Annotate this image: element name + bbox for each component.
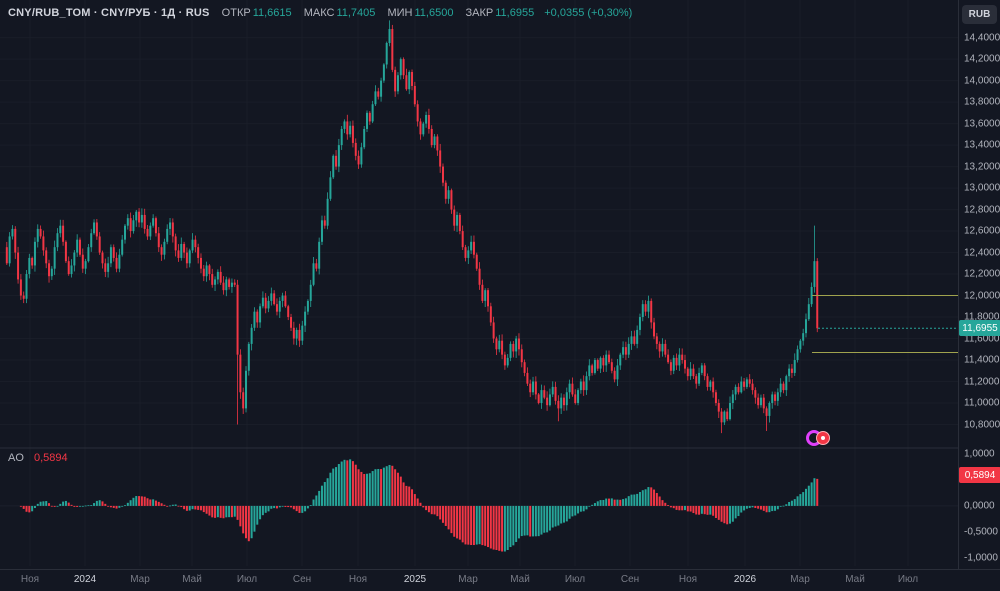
price-tick: 14,0000 <box>964 75 1000 87</box>
event-marker-center <box>821 436 825 440</box>
time-label-month: Ноя <box>20 574 40 585</box>
currency-button[interactable]: RUB <box>962 5 997 24</box>
price-tick: 13,6000 <box>964 118 1000 130</box>
time-label-month: Май <box>845 574 865 585</box>
last-price-badge: 11,6955 <box>959 320 1000 337</box>
price-tick: 12,0000 <box>964 290 1000 302</box>
time-label-month: Мар <box>130 574 150 585</box>
price-tick: 13,8000 <box>964 96 1000 108</box>
time-label-month: Мар <box>790 574 810 585</box>
time-label-year: 2026 <box>733 574 757 585</box>
symbol-title[interactable]: CNY/RUB_TOM · CNY/РУБ · 1Д · RUS <box>8 7 210 19</box>
time-label-month: Июл <box>897 574 919 585</box>
ao-indicator-legend[interactable]: AO 0,5894 <box>8 452 68 464</box>
ao-tick: 0,0000 <box>964 500 995 512</box>
ao-indicator-label: AO <box>8 452 24 464</box>
time-label-month: Июл <box>236 574 258 585</box>
symbol-legend: CNY/RUB_TOM · CNY/РУБ · 1Д · RUS ОТКР 11,… <box>8 7 632 19</box>
price-tick: 11,4000 <box>964 354 1000 366</box>
price-tick: 11,6000 <box>964 333 1000 345</box>
candlestick-series <box>5 20 819 434</box>
price-tick: 11,2000 <box>964 376 1000 388</box>
price-tick: 11,8000 <box>964 311 1000 323</box>
time-label-year: 2025 <box>403 574 427 585</box>
ohlc-high: МАКС 11,7405 <box>303 7 376 19</box>
chart-canvas[interactable] <box>0 0 958 569</box>
time-label-month: Ноя <box>348 574 368 585</box>
chart-plot-area[interactable]: CNY/RUB_TOM · CNY/РУБ · 1Д · RUS ОТКР 11,… <box>0 0 958 569</box>
ohlc-low: МИН 11,6500 <box>387 7 454 19</box>
price-tick: 12,6000 <box>964 225 1000 237</box>
time-label-month: Мар <box>458 574 478 585</box>
price-tick: 13,0000 <box>964 182 1000 194</box>
event-marker[interactable] <box>806 430 830 446</box>
price-tick: 14,2000 <box>964 53 1000 65</box>
time-label-month: Ноя <box>678 574 698 585</box>
price-axis[interactable]: RUB 11,6955 0,5894 14,4000 14,2000 14,0000… <box>958 0 1000 569</box>
ao-tick: -0,5000 <box>964 526 998 538</box>
time-label-month: Сен <box>620 574 640 585</box>
ao-tick: 1,0000 <box>964 448 995 460</box>
price-tick: 13,2000 <box>964 161 1000 173</box>
change-value: +0,0355 (+0,30%) <box>544 7 633 19</box>
ohlc-open: ОТКР 11,6615 <box>221 7 292 19</box>
time-label-month: Май <box>510 574 530 585</box>
time-label-month: Май <box>182 574 202 585</box>
time-label-year: 2024 <box>73 574 97 585</box>
time-axis[interactable]: Ноя 2024 Мар Май Июл Сен Ноя 2025 Мар Май Июл Сен Но… <box>0 569 1000 591</box>
grid-lines <box>0 447 958 449</box>
time-label-month: Сен <box>292 574 312 585</box>
price-tick: 10,8000 <box>964 419 1000 430</box>
ao-indicator-value: 0,5894 <box>33 452 68 464</box>
price-tick: 14,4000 <box>964 32 1000 44</box>
price-lines[interactable] <box>812 295 958 354</box>
ao-tick: -1,0000 <box>964 552 998 564</box>
ao-value-badge: 0,5894 <box>959 467 1000 484</box>
time-label-month: Июл <box>564 574 586 585</box>
ao-histogram <box>19 459 819 552</box>
price-tick: 12,8000 <box>964 204 1000 216</box>
ohlc-close: ЗАКР 11,6955 <box>465 7 535 19</box>
price-tick: 12,2000 <box>964 268 1000 280</box>
price-tick: 13,4000 <box>964 139 1000 151</box>
price-tick: 12,4000 <box>964 247 1000 259</box>
price-tick: 11,0000 <box>964 397 1000 409</box>
